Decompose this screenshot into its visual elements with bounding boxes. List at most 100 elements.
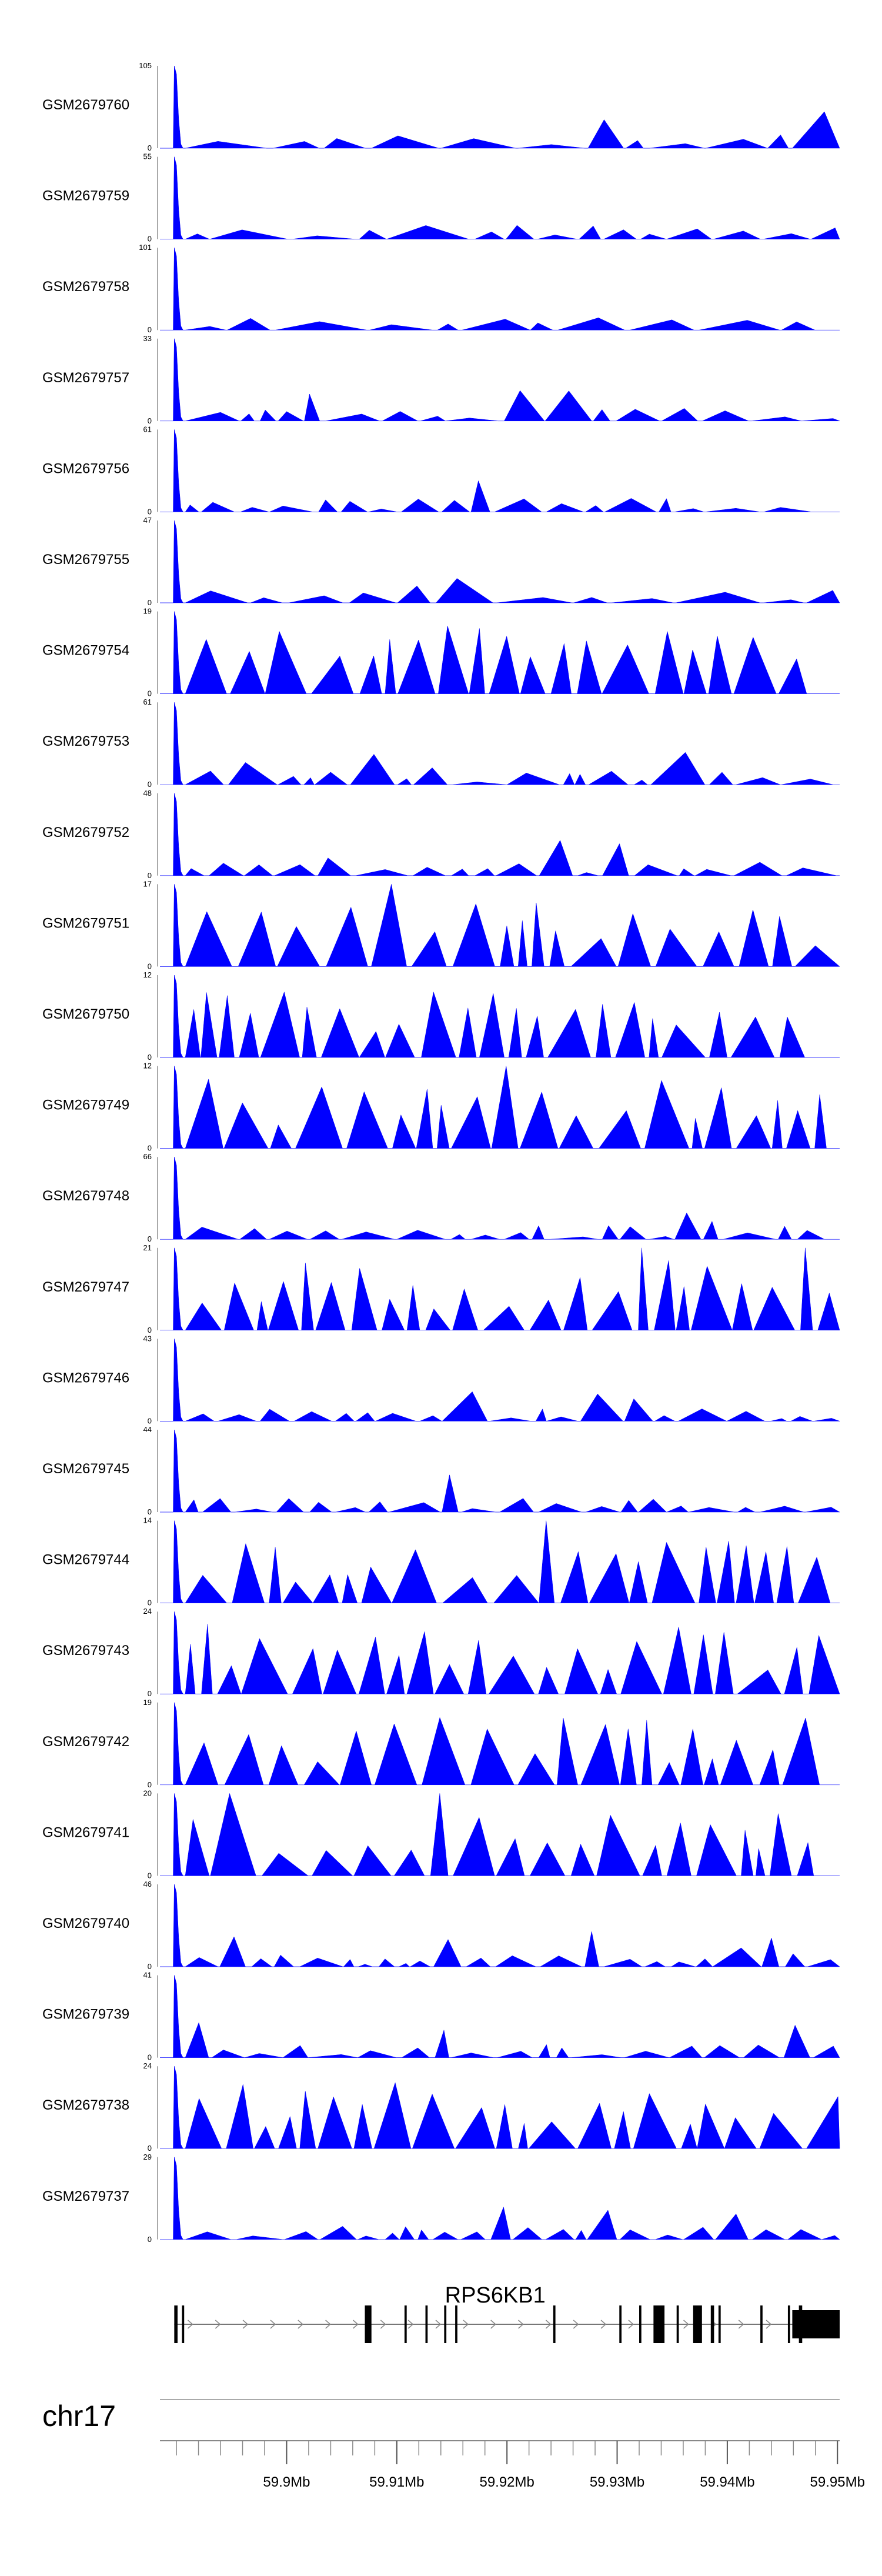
- track-ymax-label: 48: [143, 789, 152, 798]
- gene-strand-arrow: [628, 2320, 634, 2329]
- track-ymin-label: 0: [148, 1326, 152, 1334]
- track-ymax-label: 101: [139, 243, 152, 252]
- track-GSM2679757: GSM2679757 33 0: [42, 334, 840, 425]
- track-ymin-label: 0: [148, 871, 152, 880]
- track-label: GSM2679758: [42, 279, 129, 295]
- track-coverage-area: [160, 338, 840, 422]
- track-ymax-label: 33: [143, 334, 152, 343]
- track-label: GSM2679756: [42, 461, 129, 476]
- track-coverage-area: [160, 1247, 840, 1331]
- gene-exon: [182, 2305, 185, 2343]
- track-ymin-label: 0: [148, 1234, 152, 1243]
- gene-strand-arrow: [270, 2320, 276, 2329]
- track-coverage-area: [160, 2066, 840, 2149]
- track-ymin-label: 0: [148, 235, 152, 243]
- track-ymax-label: 24: [143, 1607, 152, 1616]
- track-coverage-area: [160, 1975, 840, 2058]
- track-GSM2679745: GSM2679745 44 0: [42, 1425, 840, 1516]
- gene-exon: [693, 2305, 702, 2343]
- gene-exon: [710, 2305, 714, 2343]
- track-ymin-label: 0: [148, 1416, 152, 1425]
- track-label: GSM2679738: [42, 2097, 129, 2113]
- track-label: GSM2679749: [42, 1097, 129, 1113]
- gene-exon: [455, 2305, 457, 2343]
- track-label: GSM2679737: [42, 2188, 129, 2204]
- chromosome-label: chr17: [42, 2400, 116, 2432]
- track-ymin-label: 0: [148, 689, 152, 698]
- track-label: GSM2679751: [42, 915, 129, 931]
- track-label: GSM2679752: [42, 825, 129, 840]
- gene-strand-arrow: [380, 2320, 386, 2329]
- track-label: GSM2679743: [42, 1643, 129, 1659]
- track-label: GSM2679742: [42, 1734, 129, 1750]
- track-ymax-label: 41: [143, 1971, 152, 1980]
- track-GSM2679753: GSM2679753 61 0: [42, 698, 840, 789]
- track-coverage-area: [160, 1884, 840, 1967]
- track-ymax-label: 46: [143, 1880, 152, 1888]
- gene-strand-arrow: [683, 2320, 689, 2329]
- track-coverage-area: [160, 429, 840, 512]
- track-GSM2679737: GSM2679737 29 0: [42, 2153, 840, 2244]
- track-GSM2679749: GSM2679749 12 0: [42, 1062, 840, 1153]
- track-label: GSM2679757: [42, 370, 129, 386]
- track-ymin-label: 0: [148, 962, 152, 970]
- track-ymax-label: 47: [143, 516, 152, 525]
- track-ymax-label: 55: [143, 152, 152, 161]
- track-ymin-label: 0: [148, 1780, 152, 1789]
- gene-strand-arrow: [600, 2320, 607, 2329]
- gene-strand-arrow: [738, 2320, 744, 2329]
- track-ymin-label: 0: [148, 2235, 152, 2244]
- gene-strand-arrow: [215, 2320, 221, 2329]
- track-ymin-label: 0: [148, 325, 152, 334]
- track-coverage-area: [160, 793, 840, 876]
- track-GSM2679746: GSM2679746 43 0: [42, 1334, 840, 1425]
- axis-tick-label: 59.94Mb: [700, 2474, 754, 2490]
- track-ymin-label: 0: [148, 416, 152, 425]
- track-label: GSM2679744: [42, 1552, 129, 1568]
- track-coverage-area: [160, 702, 840, 785]
- axis-tick-label: 59.95Mb: [810, 2474, 865, 2490]
- track-coverage-area: [160, 884, 840, 967]
- gene-strand-arrow: [766, 2320, 772, 2329]
- track-ymin-label: 0: [148, 2144, 152, 2153]
- track-coverage-area: [160, 1157, 840, 1240]
- genome-axis-track: chr17 59.9Mb 59.91Mb 59.92Mb 59.93Mb 59.94Mb 5…: [42, 2399, 865, 2490]
- track-label: GSM2679759: [42, 188, 129, 204]
- track-coverage-area: [160, 1793, 840, 1876]
- track-coverage-area: [160, 1339, 840, 1422]
- track-GSM2679739: GSM2679739 41 0: [42, 1971, 840, 2062]
- track-GSM2679740: GSM2679740 46 0: [42, 1880, 840, 1971]
- gene-exon: [619, 2305, 622, 2343]
- track-ymin-label: 0: [148, 1599, 152, 1607]
- gene-exon: [365, 2305, 372, 2343]
- track-coverage-area: [160, 1520, 840, 1603]
- gene-strand-arrow: [242, 2320, 249, 2329]
- track-coverage-area: [160, 1429, 840, 1513]
- track-label: GSM2679750: [42, 1006, 129, 1022]
- axis-tick-label: 59.93Mb: [590, 2474, 644, 2490]
- track-coverage-area: [160, 1066, 840, 1149]
- gene-exon: [639, 2305, 642, 2343]
- track-ymax-label: 12: [143, 1062, 152, 1070]
- gene-strand-arrow: [325, 2320, 331, 2329]
- track-label: GSM2679741: [42, 1824, 129, 1840]
- gene-exon: [676, 2305, 679, 2343]
- gene-exon: [718, 2305, 721, 2343]
- track-label: GSM2679748: [42, 1188, 129, 1204]
- gene-strand-arrow: [298, 2320, 303, 2329]
- gene-model-track: RPS6KB1: [174, 2283, 840, 2343]
- track-ymax-label: 105: [139, 61, 152, 70]
- track-GSM2679747: GSM2679747 21 0: [42, 1243, 840, 1334]
- track-ymax-label: 17: [143, 879, 152, 888]
- gene-exon: [787, 2305, 790, 2343]
- track-ymin-label: 0: [148, 1689, 152, 1698]
- track-GSM2679752: GSM2679752 48 0: [42, 789, 840, 880]
- track-label: GSM2679760: [42, 97, 129, 113]
- gene-strand-arrow: [463, 2320, 469, 2329]
- gene-exon: [404, 2305, 407, 2343]
- track-ymin-label: 0: [148, 1507, 152, 1516]
- axis-tick-label: 59.9Mb: [263, 2474, 310, 2490]
- gene-exon: [653, 2305, 665, 2343]
- track-ymax-label: 24: [143, 2061, 152, 2070]
